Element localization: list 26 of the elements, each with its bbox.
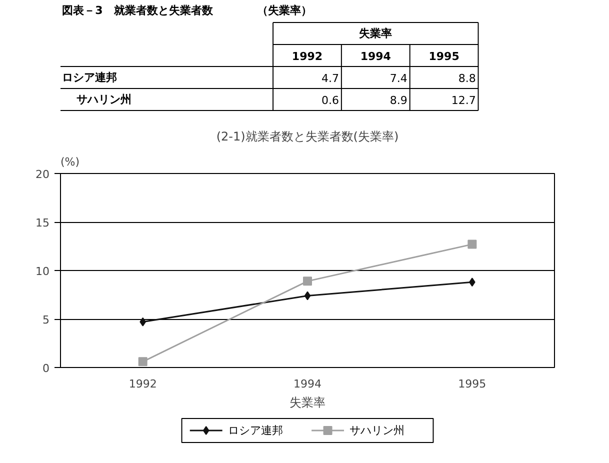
text: 12.7 bbox=[451, 94, 476, 107]
x-tick-label: 1994 bbox=[294, 378, 322, 390]
text: 8.8 bbox=[458, 72, 476, 85]
y-tick-label: 10 bbox=[36, 265, 50, 278]
text: 失業率 bbox=[359, 27, 392, 40]
category-label: 1992 bbox=[292, 50, 323, 63]
text: サハリン州 bbox=[76, 93, 132, 106]
chart-subtitle: 図表－3 就業者数と失業者数 （失業率） bbox=[62, 4, 312, 17]
y-tick-label: 5 bbox=[42, 314, 50, 326]
text: 0.6 bbox=[322, 94, 340, 107]
x-axis-title: 失業率 bbox=[290, 396, 326, 410]
legend-label: サハリン州 bbox=[350, 424, 405, 437]
chart-title: (2-1)就業者数と失業者数(失業率) bbox=[216, 130, 399, 144]
x-tick-label: 1992 bbox=[128, 378, 157, 390]
legend-label: ロシア連邦 bbox=[228, 424, 284, 437]
text: 4.7 bbox=[322, 72, 340, 85]
text: 7.4 bbox=[390, 72, 408, 85]
y-tick-label: 0 bbox=[42, 362, 50, 375]
y-axis-title: (%) bbox=[60, 156, 80, 168]
y-tick-label: 20 bbox=[36, 168, 50, 181]
category-label: 1995 bbox=[428, 50, 460, 63]
category-label: 1994 bbox=[360, 50, 391, 63]
y-tick-label: 15 bbox=[36, 216, 50, 230]
text: ロシア連邦 bbox=[62, 71, 118, 84]
x-tick-label: 1995 bbox=[458, 378, 486, 390]
text: 8.9 bbox=[390, 94, 408, 107]
